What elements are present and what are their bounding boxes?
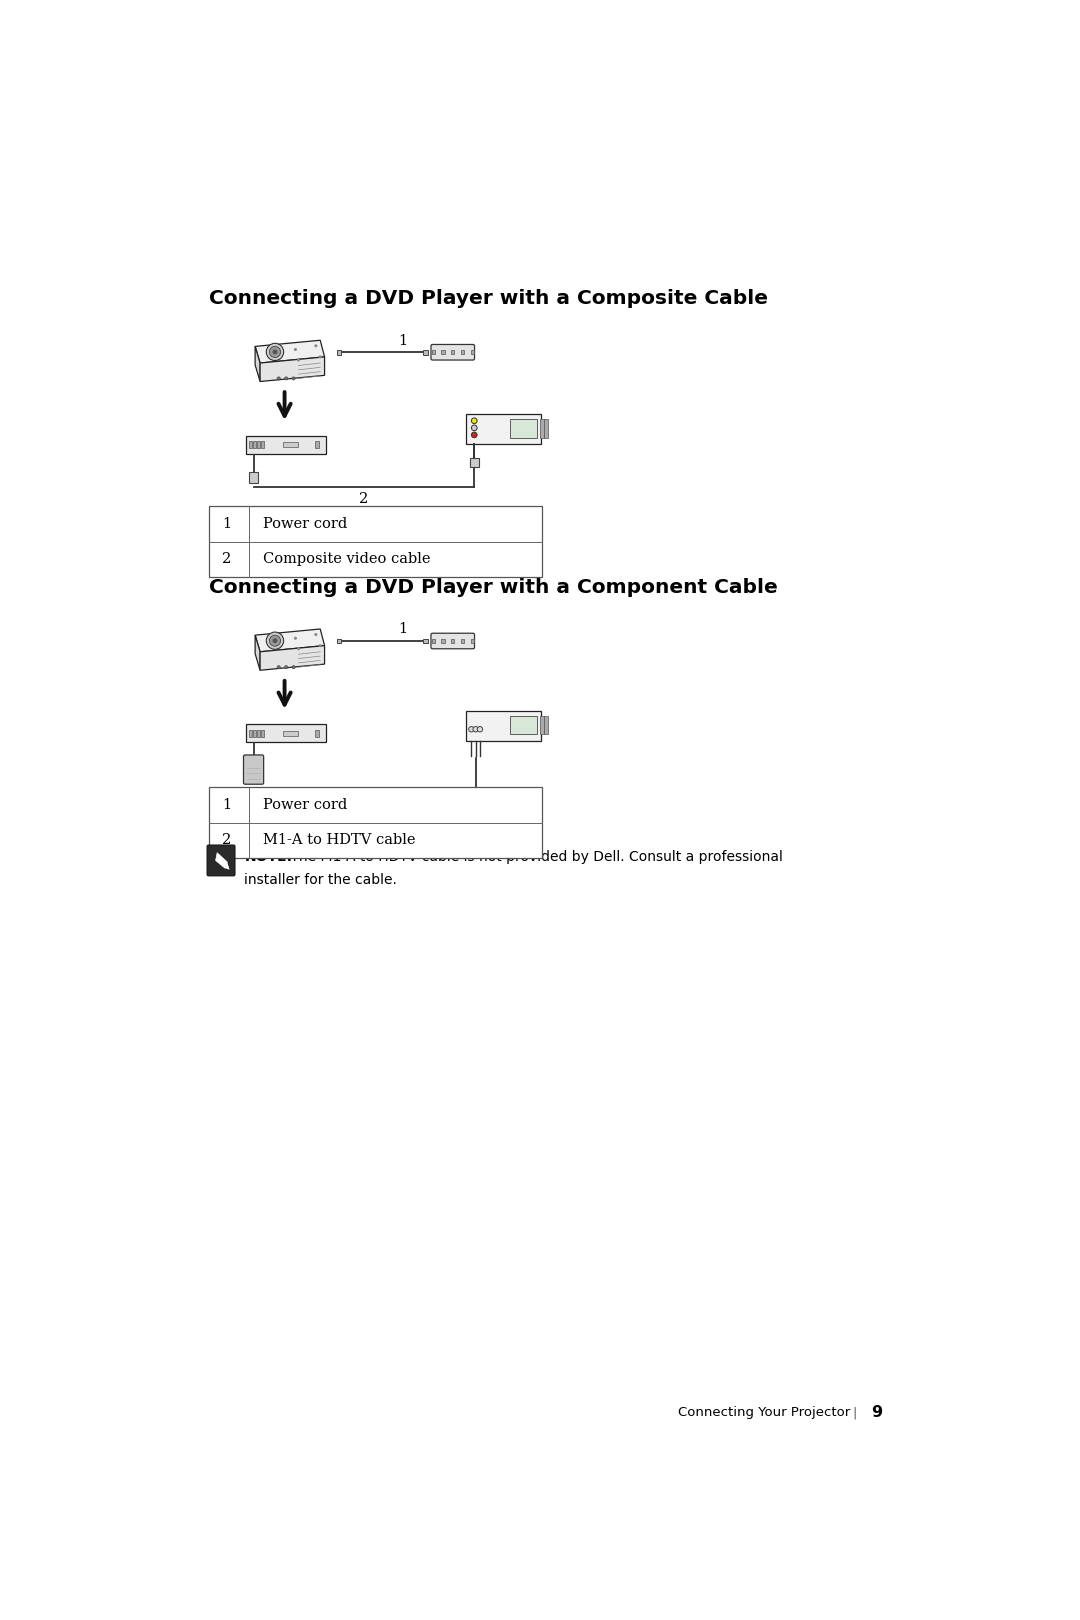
Bar: [246, 436, 326, 454]
FancyBboxPatch shape: [243, 755, 264, 784]
Bar: [253, 441, 256, 449]
FancyBboxPatch shape: [431, 345, 474, 360]
Bar: [315, 731, 319, 737]
Circle shape: [314, 633, 318, 637]
FancyBboxPatch shape: [465, 711, 541, 740]
Bar: [470, 458, 478, 467]
Bar: [261, 731, 265, 737]
Circle shape: [272, 350, 278, 355]
Bar: [423, 638, 428, 643]
Text: 2: 2: [360, 491, 368, 505]
Text: 9: 9: [872, 1405, 882, 1421]
Text: 2: 2: [222, 552, 231, 567]
Polygon shape: [225, 862, 230, 870]
Circle shape: [314, 343, 318, 347]
Bar: [337, 350, 341, 355]
Bar: [471, 350, 474, 355]
Text: 2: 2: [360, 800, 369, 813]
Text: The M1-A to HDTV cable is not provided by Dell. Consult a professional: The M1-A to HDTV cable is not provided b…: [286, 849, 783, 863]
Bar: [432, 638, 435, 643]
Bar: [208, 787, 542, 859]
Bar: [423, 350, 428, 355]
Text: 2: 2: [222, 833, 231, 847]
Bar: [208, 505, 542, 577]
Polygon shape: [260, 646, 325, 671]
Bar: [544, 716, 548, 734]
Text: |: |: [852, 1406, 856, 1419]
Circle shape: [292, 377, 295, 381]
Bar: [461, 638, 464, 643]
Text: Power cord: Power cord: [262, 517, 347, 531]
Circle shape: [471, 418, 477, 423]
Text: Connecting a DVD Player with a Component Cable: Connecting a DVD Player with a Component…: [208, 578, 778, 596]
Text: Connecting Your Projector: Connecting Your Projector: [677, 1406, 850, 1419]
Bar: [432, 350, 435, 355]
Circle shape: [294, 348, 297, 352]
FancyBboxPatch shape: [207, 846, 235, 876]
Text: NOTE:: NOTE:: [244, 849, 293, 863]
Bar: [442, 638, 445, 643]
Bar: [510, 716, 538, 734]
Circle shape: [267, 343, 284, 361]
Circle shape: [278, 666, 280, 669]
Polygon shape: [216, 852, 227, 868]
Polygon shape: [255, 340, 325, 363]
Circle shape: [319, 645, 322, 646]
Circle shape: [473, 726, 478, 732]
Bar: [510, 420, 538, 437]
Circle shape: [267, 632, 284, 650]
Circle shape: [297, 646, 300, 650]
Polygon shape: [255, 629, 325, 651]
Bar: [471, 638, 474, 643]
Bar: [337, 638, 341, 643]
Bar: [246, 724, 326, 742]
Text: installer for the cable.: installer for the cable.: [244, 873, 397, 886]
Circle shape: [269, 347, 281, 358]
Circle shape: [319, 355, 322, 358]
Circle shape: [292, 666, 295, 669]
Text: Composite video cable: Composite video cable: [262, 552, 430, 567]
Text: M1-A to HDTV cable: M1-A to HDTV cable: [262, 833, 416, 847]
Polygon shape: [260, 356, 325, 382]
Circle shape: [284, 377, 287, 381]
Bar: [451, 350, 455, 355]
Text: 1: 1: [397, 622, 407, 637]
Circle shape: [477, 726, 483, 732]
Bar: [442, 350, 445, 355]
Text: 1: 1: [222, 517, 231, 531]
Text: Power cord: Power cord: [262, 799, 347, 812]
Bar: [248, 731, 252, 737]
Circle shape: [269, 635, 281, 646]
Bar: [544, 420, 548, 437]
Circle shape: [471, 424, 477, 431]
Circle shape: [471, 433, 477, 437]
Bar: [253, 731, 256, 737]
Polygon shape: [255, 347, 260, 382]
Bar: [283, 731, 298, 735]
Bar: [257, 731, 260, 737]
Circle shape: [294, 637, 297, 640]
Bar: [248, 473, 258, 483]
FancyBboxPatch shape: [431, 633, 474, 648]
Text: Connecting a DVD Player with a Composite Cable: Connecting a DVD Player with a Composite…: [208, 288, 768, 308]
Bar: [257, 441, 260, 449]
Bar: [540, 716, 543, 734]
Circle shape: [297, 358, 300, 361]
Polygon shape: [255, 635, 260, 671]
Circle shape: [272, 638, 278, 643]
Text: 1: 1: [222, 799, 231, 812]
Bar: [283, 442, 298, 447]
Bar: [315, 441, 319, 449]
Bar: [451, 638, 455, 643]
Bar: [247, 792, 260, 799]
Bar: [248, 441, 252, 449]
Circle shape: [278, 377, 280, 381]
Bar: [461, 350, 464, 355]
FancyBboxPatch shape: [465, 415, 541, 444]
Text: 1: 1: [397, 334, 407, 348]
Bar: [261, 441, 265, 449]
Circle shape: [469, 726, 474, 732]
Bar: [540, 420, 543, 437]
Circle shape: [284, 666, 287, 669]
